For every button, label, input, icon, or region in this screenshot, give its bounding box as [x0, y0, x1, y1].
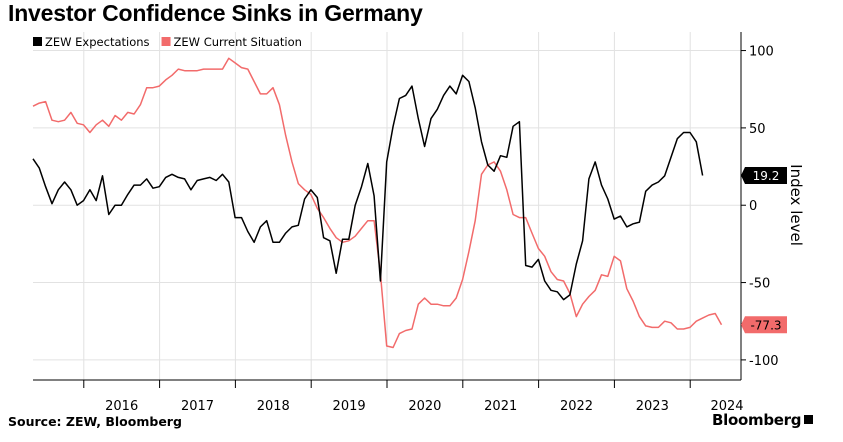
series-line-current-situation	[32, 57, 723, 349]
y-tick-label: 50	[749, 122, 766, 137]
legend-item: ZEW Expectations	[33, 35, 150, 49]
legend-label: ZEW Expectations	[45, 35, 150, 49]
bloomberg-square-icon	[804, 415, 814, 424]
x-tick-label: 2019	[333, 399, 366, 414]
series-line-expectations	[32, 74, 704, 301]
tag-box	[741, 167, 787, 185]
y-tick-label: 100	[749, 45, 774, 60]
grid	[33, 32, 741, 380]
series-lines	[32, 57, 723, 349]
legend-label: ZEW Current Situation	[174, 35, 302, 49]
legend-swatch	[161, 37, 171, 46]
chart-title: Investor Confidence Sinks in Germany	[8, 0, 423, 26]
y-tick-label: -50	[749, 277, 770, 292]
y-tick-label: -100	[749, 354, 779, 369]
last-value-tag: -77.3	[741, 316, 787, 334]
x-axis: 2016 2017 2018 2019 2020 2021 2022 2023 2024	[33, 379, 744, 414]
legend-item: ZEW Current Situation	[161, 35, 302, 49]
x-tick-label: 2020	[408, 399, 441, 414]
tag-box	[741, 316, 787, 334]
x-tick-label: 2022	[560, 399, 593, 414]
last-value-tags: 19.2 -77.3	[741, 167, 787, 334]
legend: ZEW Expectations ZEW Current Situation	[33, 35, 302, 49]
x-tick-label: 2023	[636, 399, 669, 414]
bloomberg-logo: Bloomberg	[712, 411, 814, 429]
x-tick-label: 2017	[181, 399, 214, 414]
x-tick-label: 2016	[105, 399, 138, 414]
legend-swatch	[33, 37, 42, 46]
last-value-tag: 19.2	[741, 167, 787, 185]
tag-label: 19.2	[753, 169, 780, 183]
x-tick-label: 2021	[484, 399, 517, 414]
source-note: Source: ZEW, Bloomberg	[8, 414, 182, 429]
y-axis: 100 50 0 -50 -100 Index level	[740, 32, 805, 380]
x-tick-label: 2018	[257, 399, 290, 414]
brand-name: Bloomberg	[712, 411, 802, 429]
x-tick-label: 2024	[710, 399, 743, 414]
y-axis-label: Index level	[787, 164, 805, 246]
tag-label: -77.3	[750, 318, 781, 332]
y-tick-label: 0	[749, 199, 757, 214]
